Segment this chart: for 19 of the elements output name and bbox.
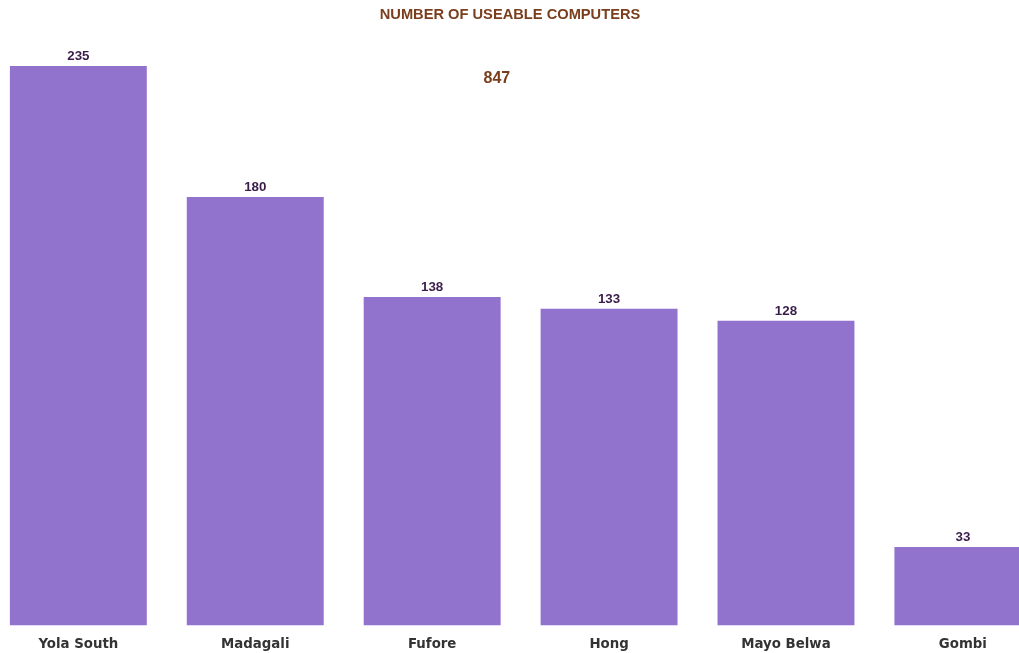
x-tick-label: Madagali — [221, 635, 290, 651]
bar — [9, 65, 147, 626]
bar — [363, 296, 501, 626]
bar — [540, 308, 678, 626]
data-label: 235 — [67, 47, 91, 63]
x-tick-label: Yola South — [37, 635, 119, 651]
annotation: 847 — [483, 68, 511, 86]
chart-title: NUMBER OF USEABLE COMPUTERS — [379, 5, 641, 22]
bar — [186, 196, 324, 626]
data-label: 128 — [774, 302, 798, 318]
x-tick-label: Fufore — [407, 635, 457, 651]
data-label: 133 — [597, 290, 621, 306]
x-tick-label: Hong — [589, 635, 629, 651]
x-tick-label: Gombi — [938, 635, 987, 651]
data-label: 33 — [955, 528, 971, 544]
data-label: 138 — [421, 278, 444, 294]
data-label: 180 — [244, 178, 267, 194]
x-tick-label: Mayo Belwa — [741, 635, 831, 651]
bar — [717, 320, 855, 626]
